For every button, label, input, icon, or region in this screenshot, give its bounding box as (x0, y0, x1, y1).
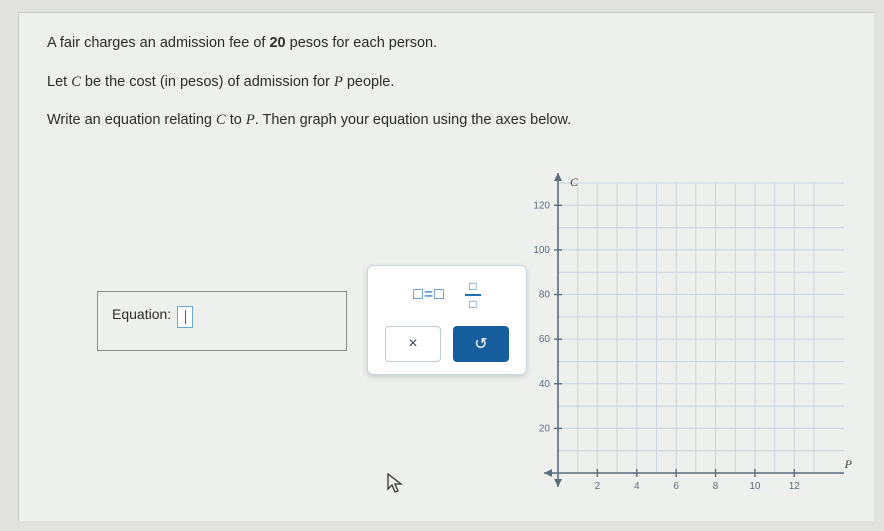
frac-top: □ (469, 280, 476, 292)
var-c: C (71, 74, 81, 90)
svg-text:12: 12 (789, 481, 801, 492)
text: to (226, 112, 246, 128)
svg-text:40: 40 (539, 379, 551, 390)
problem-statement: A fair charges an admission fee of 20 pe… (47, 31, 854, 133)
equation-label: Equation: (112, 306, 171, 322)
y-axis-label: C (570, 175, 578, 190)
undo-button[interactable]: ↺ (453, 326, 509, 362)
text: Write an equation relating (47, 112, 216, 128)
text: . Then graph your equation using the axe… (255, 112, 572, 128)
problem-line-2: Let C be the cost (in pesos) of admissio… (47, 70, 854, 95)
tool-equation[interactable]: □=□ (413, 286, 445, 304)
svg-text:4: 4 (634, 481, 640, 492)
svg-text:120: 120 (533, 200, 550, 211)
var-p: P (334, 74, 343, 90)
text: A fair charges an admission fee of (47, 35, 269, 51)
content-panel: A fair charges an admission fee of 20 pe… (18, 12, 874, 521)
svg-text:80: 80 (539, 290, 551, 301)
svg-text:8: 8 (713, 481, 719, 492)
clear-button[interactable]: × (385, 326, 441, 362)
close-icon: × (408, 335, 417, 353)
bold-number: 20 (269, 35, 285, 51)
frac-bar (465, 294, 481, 296)
var-p: P (246, 112, 255, 128)
graph-svg[interactable]: 20 40 60 80 100 120 2 4 6 8 10 12 (514, 173, 854, 513)
text: people. (343, 74, 395, 90)
text: be the cost (in pesos) of admission for (81, 74, 334, 90)
svg-text:2: 2 (595, 481, 601, 492)
svg-text:10: 10 (749, 481, 761, 492)
tool-fraction[interactable]: □ □ (465, 280, 481, 310)
var-c: C (216, 112, 226, 128)
toolbox-row-tools: □=□ □ □ (382, 280, 512, 310)
cursor-icon (387, 473, 405, 500)
svg-text:60: 60 (539, 334, 551, 345)
svg-text:20: 20 (539, 423, 551, 434)
equation-box: Equation: (97, 291, 347, 351)
text: Let (47, 74, 71, 90)
problem-line-1: A fair charges an admission fee of 20 pe… (47, 31, 854, 56)
equation-input[interactable] (177, 306, 193, 328)
problem-line-3: Write an equation relating C to P. Then … (47, 108, 854, 133)
svg-text:6: 6 (673, 481, 679, 492)
math-toolbox: □=□ □ □ × ↺ (367, 265, 527, 375)
text: pesos for each person. (286, 35, 438, 51)
frac-bot: □ (469, 298, 476, 310)
x-axis-label: P (845, 457, 852, 472)
graph-area[interactable]: C P 20 40 60 80 100 120 2 4 6 8 10 12 (514, 173, 854, 513)
undo-icon: ↺ (474, 334, 487, 354)
toolbox-row-buttons: × ↺ (382, 326, 512, 362)
svg-text:100: 100 (533, 245, 550, 256)
interaction-area: Equation: □=□ □ □ × ↺ (47, 173, 854, 521)
